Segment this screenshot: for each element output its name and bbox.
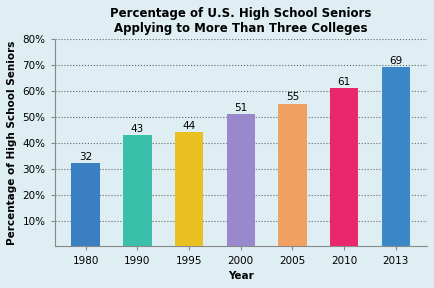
Text: 55: 55	[286, 92, 299, 103]
Bar	[175, 132, 203, 247]
Text: 51: 51	[234, 103, 247, 113]
Text: 69: 69	[389, 56, 402, 66]
Text: 61: 61	[338, 77, 351, 87]
Bar	[227, 114, 255, 247]
Bar	[123, 135, 151, 247]
Text: 44: 44	[182, 121, 196, 131]
Text: 43: 43	[131, 124, 144, 134]
Text: 32: 32	[79, 152, 92, 162]
X-axis label: Year: Year	[228, 271, 253, 281]
Bar	[278, 104, 307, 247]
Title: Percentage of U.S. High School Seniors
Applying to More Than Three Colleges: Percentage of U.S. High School Seniors A…	[110, 7, 372, 35]
Y-axis label: Percentage of High School Seniors: Percentage of High School Seniors	[7, 41, 17, 245]
Bar	[381, 67, 410, 247]
Bar	[72, 163, 100, 247]
Bar	[330, 88, 358, 247]
